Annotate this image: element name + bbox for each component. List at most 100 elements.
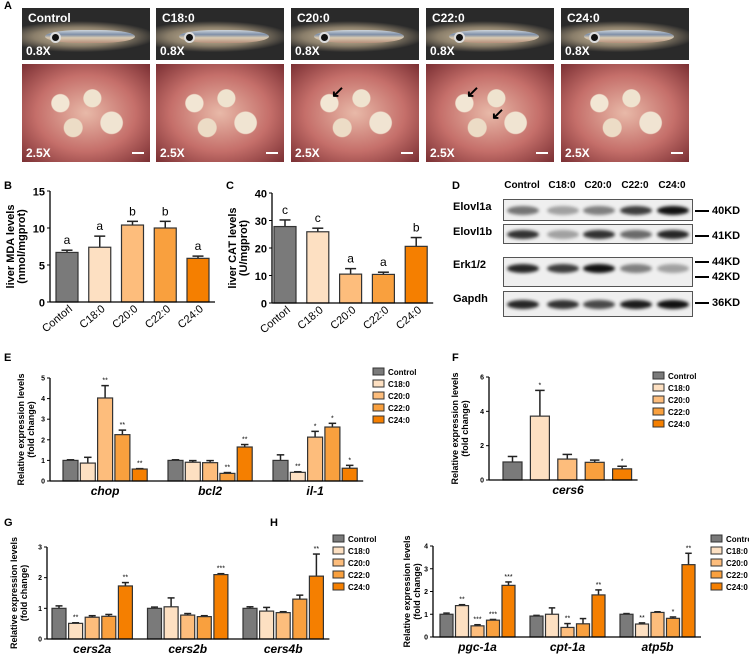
protein-band [507, 206, 539, 215]
group-label: C18:0 [162, 11, 195, 25]
x-tick-label: C20:0 [328, 304, 358, 332]
protein-band [583, 230, 615, 239]
bar [96, 397, 114, 482]
x-group-label: cers2b [168, 642, 207, 656]
blot-lane-label: C18:0 [548, 180, 576, 191]
bar [153, 227, 177, 303]
x-group-label: atp5b [641, 640, 673, 654]
panel-label-h: H [270, 517, 278, 529]
protein-band [620, 300, 652, 309]
significance-label: a [380, 255, 387, 269]
x-group-label: cers4b [264, 642, 303, 656]
y-tick-label: 10 [33, 224, 45, 236]
y-tick-label: 4 [480, 409, 484, 416]
bar [62, 459, 79, 482]
y-tick-label: 2 [41, 437, 45, 444]
bar [292, 598, 308, 640]
bar [341, 467, 358, 482]
protein-band [507, 264, 539, 273]
blot-strip [503, 257, 693, 287]
magnification-label: 2.5X [295, 146, 320, 160]
bar [272, 459, 289, 482]
significance-label: ** [295, 464, 301, 471]
y-tick-label: 40 [255, 189, 267, 201]
significance-label: * [314, 423, 317, 430]
y-tick-label: 1 [424, 612, 428, 619]
blot-strip [503, 291, 693, 317]
bar [634, 623, 650, 638]
significance-label: * [672, 609, 675, 616]
bar [575, 623, 591, 638]
legend-swatch [652, 395, 665, 404]
blot-row-label: Erk1/2 [453, 259, 487, 271]
bar [275, 612, 291, 640]
protein-band [657, 206, 689, 215]
significance-label: a [96, 219, 103, 233]
bar [584, 461, 605, 481]
y-tick-label: 0 [39, 298, 45, 310]
y-tick-label: 3 [38, 545, 42, 552]
bar [470, 625, 485, 638]
significance-label: ** [639, 615, 645, 622]
bar [529, 415, 551, 481]
bar [131, 468, 148, 482]
bar [167, 459, 184, 482]
marker-label: 42KD [712, 271, 741, 283]
significance-label: *** [473, 617, 481, 624]
fish-photo: Control 0.8X [22, 8, 150, 60]
bar [650, 611, 665, 638]
legend-label: C20:0 [348, 559, 370, 568]
bar [454, 605, 470, 638]
y-tick-label: 2 [424, 589, 428, 596]
significance-label: ** [102, 378, 108, 385]
bar [213, 573, 229, 640]
y-tick-label: 6 [480, 375, 484, 382]
bar [186, 257, 210, 303]
marker-label: 41KD [712, 230, 741, 242]
molecular-weight-marker: 44KD [695, 256, 740, 268]
bar [324, 426, 341, 482]
blot-lane-label: C24:0 [658, 180, 686, 191]
legend-swatch [372, 391, 385, 400]
legend-label: Control [726, 535, 749, 544]
blot-lane-label: C22:0 [621, 180, 649, 191]
significance-label: b [162, 204, 169, 218]
significance-label: ** [596, 582, 602, 589]
significance-label: *** [504, 574, 512, 581]
legend-label: C24:0 [726, 583, 748, 592]
y-tick-label: 1 [41, 458, 45, 465]
bar [665, 617, 681, 638]
legend-label: C22:0 [726, 571, 748, 580]
y-tick-label: 0 [480, 478, 484, 485]
blot-lane-label: C20:0 [584, 180, 612, 191]
significance-label: * [539, 382, 542, 389]
significance-label: c [315, 211, 321, 225]
protein-band [507, 300, 539, 309]
liver-closeup-photo: 2.5X [561, 64, 689, 162]
x-tick-label: C24:0 [394, 304, 424, 332]
protein-band [657, 264, 689, 273]
y-tick-label: 0 [261, 299, 267, 311]
x-group-label: bcl2 [198, 484, 222, 498]
protein-band [657, 230, 689, 239]
blot-lane-label: Control [504, 180, 540, 191]
protein-band [507, 230, 539, 239]
significance-label: b [129, 204, 136, 218]
legend-label: C24:0 [348, 583, 370, 592]
liver-closeup-photo: 2.5X [22, 64, 150, 162]
bar [101, 615, 117, 640]
significance-label: ** [73, 615, 79, 622]
group-label: Control [28, 11, 71, 25]
y-tick-label: 30 [255, 216, 267, 228]
legend-swatch [332, 558, 345, 567]
significance-label: ** [242, 437, 248, 444]
significance-label: ** [123, 575, 129, 582]
bar [117, 585, 134, 640]
panel-label-b: B [4, 180, 12, 192]
bar [55, 251, 79, 303]
significance-label: a [347, 252, 354, 266]
arrow-icon: ↙ [331, 84, 345, 101]
panel-label-a: A [4, 0, 12, 12]
panel-label-f: F [452, 352, 459, 364]
legend-label: Control [388, 368, 416, 377]
